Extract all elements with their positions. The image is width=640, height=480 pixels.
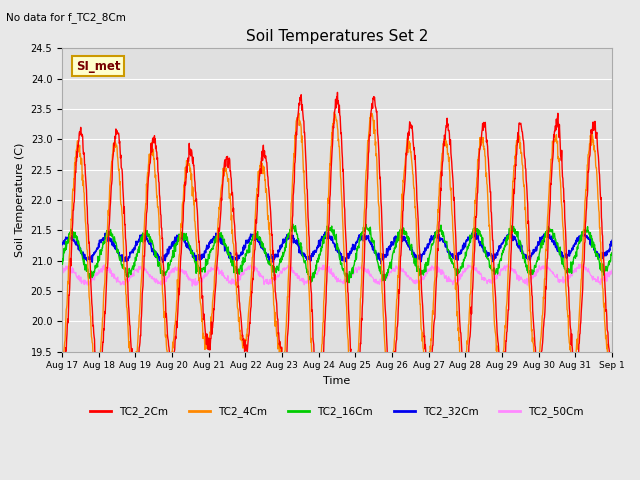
TC2_16Cm: [422, 259, 430, 265]
TC2_50Cm: [513, 269, 520, 275]
TC2_2Cm: [333, 89, 341, 95]
Title: Soil Temperatures Set 2: Soil Temperatures Set 2: [246, 29, 428, 44]
TC2_32Cm: [180, 237, 188, 243]
TC2_4Cm: [513, 138, 520, 144]
TC2_2Cm: [58, 374, 66, 380]
Line: TC2_16Cm: TC2_16Cm: [62, 224, 612, 283]
TC2_16Cm: [287, 226, 295, 232]
TC2_32Cm: [513, 239, 520, 245]
TC2_4Cm: [422, 360, 430, 365]
TC2_4Cm: [287, 201, 295, 206]
Line: TC2_4Cm: TC2_4Cm: [62, 112, 612, 403]
TC2_50Cm: [275, 275, 282, 280]
TC2_4Cm: [312, 400, 320, 406]
TC2_16Cm: [180, 238, 188, 243]
TC2_50Cm: [180, 270, 188, 276]
Line: TC2_50Cm: TC2_50Cm: [62, 264, 612, 286]
TC2_2Cm: [288, 240, 296, 246]
Line: TC2_32Cm: TC2_32Cm: [62, 232, 612, 264]
TC2_16Cm: [289, 221, 296, 227]
TC2_32Cm: [321, 229, 329, 235]
Text: SI_met: SI_met: [76, 60, 120, 72]
TC2_2Cm: [180, 202, 188, 208]
TC2_2Cm: [560, 199, 568, 205]
TC2_4Cm: [180, 192, 188, 198]
TC2_4Cm: [58, 364, 66, 370]
TC2_16Cm: [513, 229, 520, 235]
TC2_32Cm: [422, 246, 430, 252]
TC2_4Cm: [274, 346, 282, 352]
TC2_2Cm: [608, 365, 616, 371]
TC2_50Cm: [288, 264, 296, 270]
Line: TC2_2Cm: TC2_2Cm: [62, 92, 612, 407]
TC2_50Cm: [560, 277, 568, 283]
TC2_16Cm: [58, 256, 66, 262]
TC2_16Cm: [274, 265, 282, 271]
Y-axis label: Soil Temperature (C): Soil Temperature (C): [15, 143, 25, 257]
TC2_50Cm: [58, 270, 66, 276]
TC2_4Cm: [331, 109, 339, 115]
TC2_50Cm: [542, 261, 550, 267]
TC2_16Cm: [608, 251, 616, 256]
TC2_16Cm: [345, 280, 353, 286]
TC2_32Cm: [560, 255, 568, 261]
TC2_50Cm: [422, 273, 429, 279]
TC2_32Cm: [287, 234, 295, 240]
TC2_2Cm: [422, 352, 430, 358]
Legend: TC2_2Cm, TC2_4Cm, TC2_16Cm, TC2_32Cm, TC2_50Cm: TC2_2Cm, TC2_4Cm, TC2_16Cm, TC2_32Cm, TC…: [86, 402, 588, 421]
TC2_4Cm: [608, 363, 616, 369]
TC2_2Cm: [278, 404, 286, 409]
TC2_32Cm: [58, 241, 66, 247]
TC2_50Cm: [188, 283, 196, 289]
TC2_32Cm: [608, 238, 616, 243]
TC2_16Cm: [560, 264, 568, 269]
TC2_32Cm: [274, 254, 282, 260]
Text: No data for f_TC2_8Cm: No data for f_TC2_8Cm: [6, 12, 126, 23]
TC2_2Cm: [513, 152, 520, 157]
TC2_2Cm: [274, 316, 282, 322]
TC2_50Cm: [608, 267, 616, 273]
TC2_4Cm: [560, 239, 568, 244]
TC2_32Cm: [377, 261, 385, 267]
X-axis label: Time: Time: [323, 376, 351, 386]
